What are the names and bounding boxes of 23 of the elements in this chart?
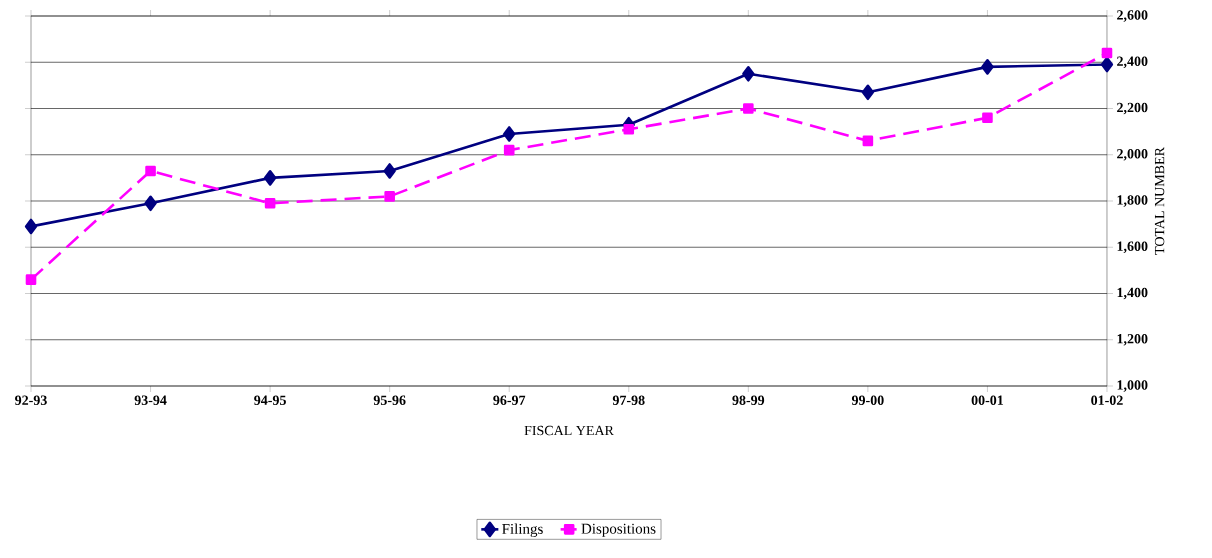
x-tick-label: 96-97: [493, 395, 526, 405]
x-tick-label: 99-00: [851, 395, 884, 405]
y-tick-label: 1,200: [1117, 334, 1148, 346]
y-tick-label: 2,200: [1117, 102, 1148, 115]
x-tick-label: 93-94: [134, 395, 167, 405]
y-tick-label: 2,000: [1117, 149, 1148, 161]
x-tick-label: 00-01: [971, 395, 1004, 405]
x-axis-title: FISCAL YEAR: [524, 425, 614, 436]
y-tick-label: 2,400: [1117, 56, 1148, 68]
legend-label: Dispositions: [581, 523, 656, 537]
x-tick-label: 98-99: [732, 395, 765, 405]
x-tick-label: 92-93: [15, 395, 47, 405]
x-tick-label: 94-95: [254, 395, 286, 405]
y-tick-label: 1,400: [1117, 287, 1148, 300]
x-tick-label: 01-02: [1091, 395, 1123, 405]
y-tick-label: 1,000: [1117, 380, 1148, 392]
y-tick-label: 1,800: [1117, 195, 1148, 207]
x-tick-label: 97-98: [612, 395, 645, 405]
x-tick-label: 95-96: [373, 395, 406, 405]
y-axis-title: TOTAL NUMBER: [1154, 147, 1165, 255]
y-tick-label: 1,600: [1117, 241, 1148, 253]
y-tick-label: 2,600: [1117, 10, 1148, 22]
legend-label: Filings: [502, 523, 543, 538]
